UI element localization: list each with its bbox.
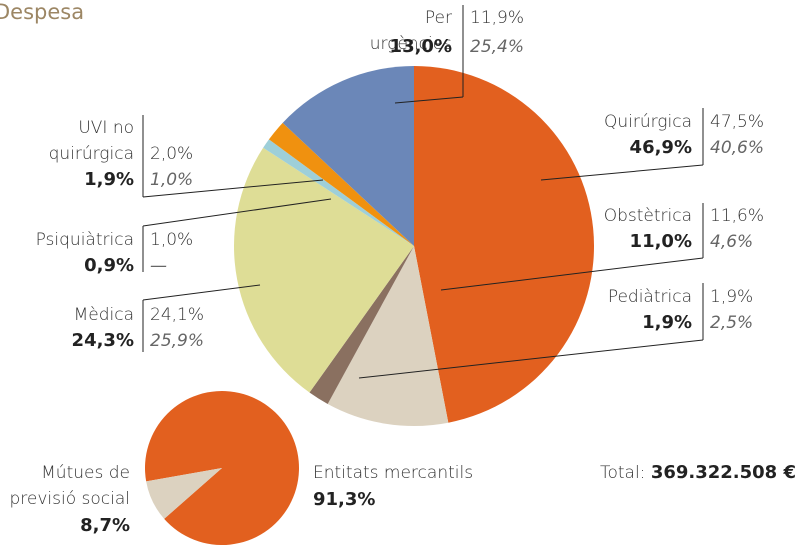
category-label: Psiquiàtrica (35, 230, 134, 250)
category-label: Quirúrgica (603, 112, 692, 132)
leader-line (142, 284, 261, 301)
secondary-label: 11,9% (470, 8, 525, 28)
pie-slice (414, 66, 595, 423)
chart-title: Despesa (0, 0, 85, 24)
tertiary-label: 40,6% (710, 138, 765, 158)
value-label: 8,7% (80, 515, 130, 536)
leader-line (358, 339, 704, 379)
leader-line (440, 257, 704, 291)
total-label: Total: (599, 463, 646, 483)
secondary-label: 2,0% (150, 144, 194, 164)
pie-slice (282, 66, 414, 246)
tertiary-label: 25,9% (150, 331, 205, 351)
value-label: 46,9% (629, 137, 692, 158)
value-label: 1,9% (84, 169, 134, 190)
leader-line (394, 96, 464, 104)
category-label: Mèdica (73, 305, 134, 325)
value-label: 0,9% (84, 255, 134, 276)
value-label: 24,3% (71, 330, 134, 351)
tertiary-label: 25,4% (470, 37, 525, 57)
total-value: 369.322.508 € (650, 462, 796, 483)
leader-line (142, 179, 324, 198)
pie-slice (309, 246, 414, 404)
category-label: Entitats mercantils (313, 463, 474, 483)
pie-slice (146, 468, 222, 519)
category-label: UVI no quirúrgica (48, 118, 134, 164)
leader-line (540, 164, 704, 181)
tertiary-label: 4,6% (710, 232, 754, 252)
leader-line (142, 198, 332, 227)
secondary-label: 1,9% (710, 287, 754, 307)
pie-slice (233, 147, 414, 393)
secondary-label: 47,5% (710, 112, 765, 132)
pie-slice (327, 246, 449, 427)
value-label: 91,3% (313, 489, 376, 510)
tertiary-label: 2,5% (710, 313, 754, 333)
value-label: 13,0% (389, 36, 452, 57)
secondary-label: 1,0% (150, 230, 194, 250)
total: Total: 369.322.508 € (600, 460, 796, 486)
value-label: 1,9% (642, 312, 692, 333)
category-label: Obstètrica (603, 206, 692, 226)
pie-slice (145, 391, 300, 546)
secondary-label: 24,1% (150, 305, 205, 325)
tertiary-label: — (150, 256, 167, 276)
category-label: Mútues de previsió social (9, 463, 130, 509)
tertiary-label: 1,0% (150, 170, 194, 190)
pie-slice (268, 122, 414, 246)
secondary-label: 11,6% (710, 206, 765, 226)
value-label: 11,0% (629, 231, 692, 252)
category-label: Per urgències (369, 8, 452, 54)
pie-slice (263, 139, 414, 246)
category-label: Pediàtrica (607, 287, 692, 307)
